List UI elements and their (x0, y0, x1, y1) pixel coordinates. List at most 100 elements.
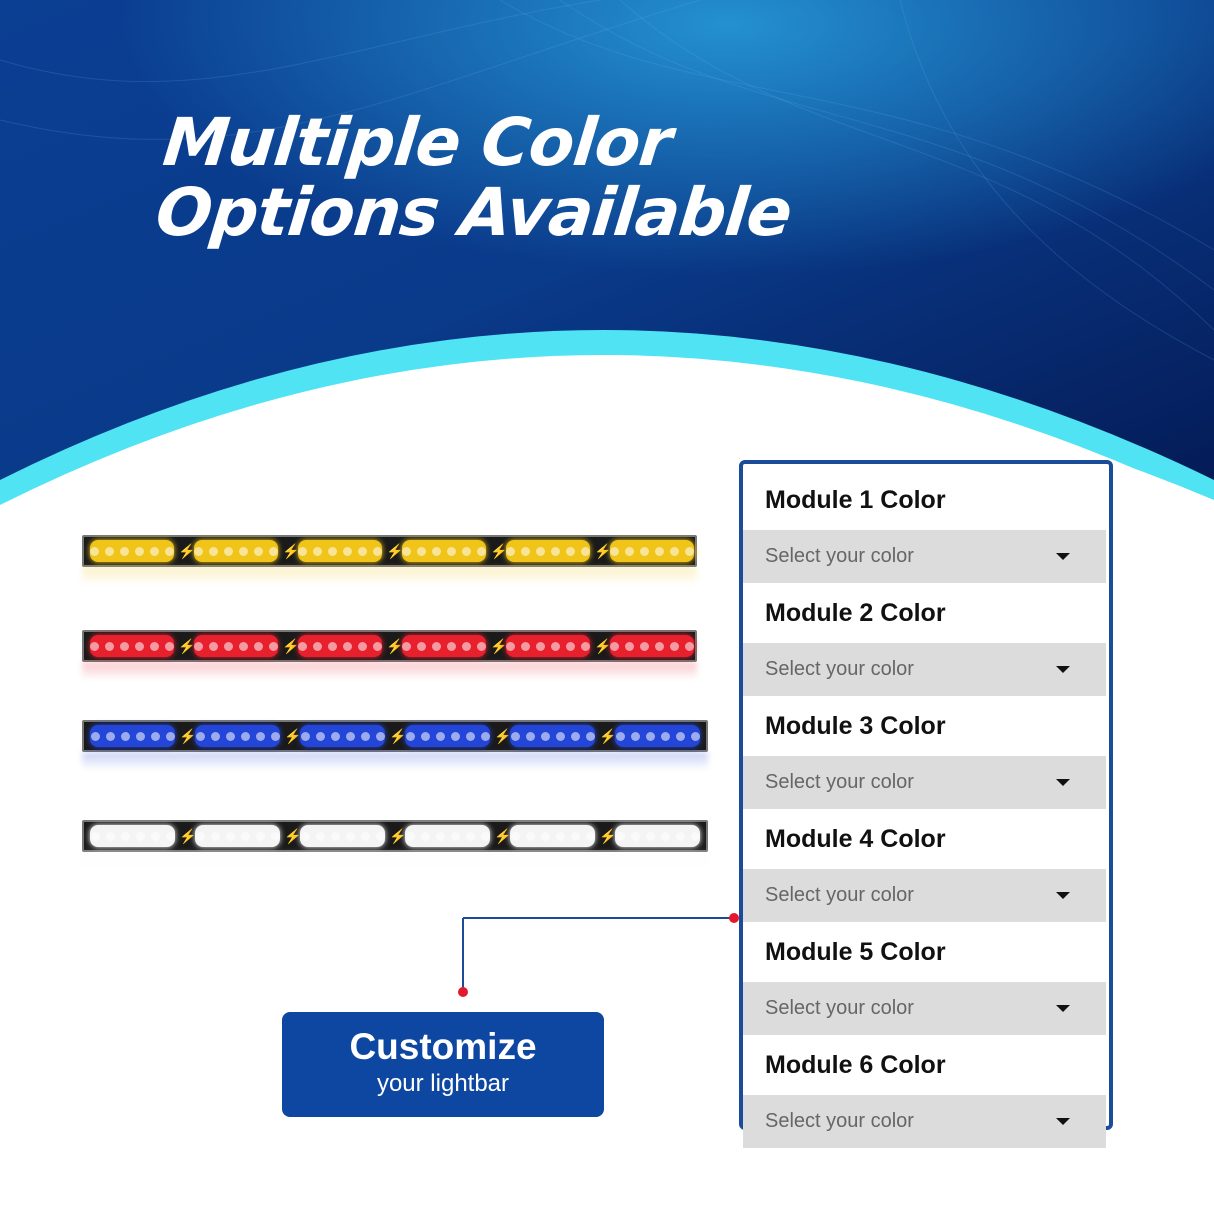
led (135, 731, 145, 741)
led (210, 731, 220, 741)
module-4-color-select[interactable]: Select your color (743, 869, 1106, 922)
customize-subtitle: your lightbar (376, 1070, 510, 1097)
led (450, 831, 460, 841)
led (209, 546, 218, 556)
led (536, 546, 545, 556)
led (358, 641, 367, 651)
led (345, 831, 355, 841)
led-module (195, 725, 280, 747)
wave-grid (0, 0, 1214, 361)
led (165, 831, 175, 841)
chevron-down-icon (1056, 666, 1070, 673)
module-5-label: Module 5 Color (765, 937, 946, 966)
led (313, 641, 322, 651)
chevron-down-icon (1056, 1005, 1070, 1012)
led (645, 731, 655, 741)
led (655, 641, 664, 651)
chevron-down-icon (1056, 1118, 1070, 1125)
module-3-label: Module 3 Color (765, 711, 946, 740)
led (670, 546, 679, 556)
led (405, 831, 415, 841)
led (450, 731, 460, 741)
bolt-icon: ⚡ (386, 637, 404, 654)
led (224, 546, 233, 556)
led (165, 546, 174, 556)
led-module (510, 825, 595, 847)
led (195, 731, 205, 741)
lightbar-reflection (82, 852, 708, 870)
bolt-icon: ⚡ (386, 542, 404, 559)
led (105, 546, 114, 556)
bolt-icon: ⚡ (594, 637, 612, 654)
led (254, 546, 263, 556)
led (135, 831, 145, 841)
led (525, 731, 535, 741)
led (570, 831, 580, 841)
led (90, 641, 99, 651)
led (510, 731, 520, 741)
led (462, 641, 471, 651)
select-placeholder: Select your color (765, 545, 914, 567)
led-module (405, 825, 490, 847)
led (615, 831, 625, 841)
module-5-color-select[interactable]: Select your color (743, 982, 1106, 1035)
led (625, 641, 634, 651)
led (375, 731, 385, 741)
led-module (298, 540, 382, 562)
module-1-label: Module 1 Color (765, 485, 946, 514)
led (150, 831, 160, 841)
led-module (300, 825, 385, 847)
led (555, 731, 565, 741)
led (420, 831, 430, 841)
led (373, 641, 382, 651)
module-3-color-select[interactable]: Select your color (743, 756, 1106, 809)
led (655, 546, 664, 556)
led (670, 641, 679, 651)
bolt-icon: ⚡ (389, 827, 407, 844)
led (328, 641, 337, 651)
bolt-icon: ⚡ (179, 827, 197, 844)
led (570, 731, 580, 741)
led-module (610, 540, 694, 562)
led (225, 731, 235, 741)
led (685, 641, 694, 651)
led (477, 546, 486, 556)
led (194, 641, 203, 651)
led (405, 731, 415, 741)
module-2-color-select[interactable]: Select your color (743, 643, 1106, 696)
led (330, 731, 340, 741)
led (432, 641, 441, 651)
led (465, 731, 475, 741)
led (540, 831, 550, 841)
led-module (402, 635, 486, 657)
led (120, 546, 129, 556)
led (465, 831, 475, 841)
module-6-label: Module 6 Color (765, 1050, 946, 1079)
led (585, 731, 595, 741)
led (90, 831, 100, 841)
chevron-down-icon (1056, 892, 1070, 899)
led (150, 731, 160, 741)
led (135, 641, 144, 651)
module-1-color-select[interactable]: Select your color (743, 530, 1106, 583)
led (300, 831, 310, 841)
bolt-icon: ⚡ (494, 827, 512, 844)
led-module (615, 725, 700, 747)
led (510, 831, 520, 841)
customize-button[interactable]: Customize your lightbar (282, 1012, 604, 1117)
led (120, 831, 130, 841)
led-module (90, 825, 175, 847)
led (630, 731, 640, 741)
led (360, 731, 370, 741)
led (240, 731, 250, 741)
led (165, 641, 174, 651)
led (675, 831, 685, 841)
led (402, 546, 411, 556)
led (298, 546, 307, 556)
led (581, 546, 590, 556)
module-6-color-select[interactable]: Select your color (743, 1095, 1106, 1148)
led (300, 731, 310, 741)
led (480, 731, 490, 741)
led (566, 546, 575, 556)
led (90, 546, 99, 556)
